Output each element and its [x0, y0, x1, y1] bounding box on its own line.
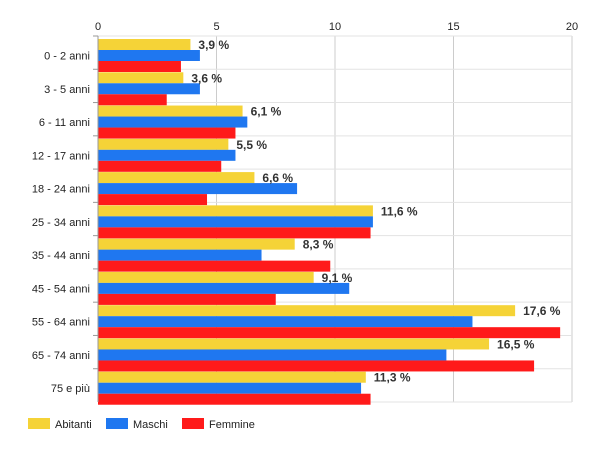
data-label: 11,3 % [374, 371, 411, 385]
data-label: 9,1 % [322, 271, 353, 285]
bar-femmine [98, 127, 236, 139]
data-label: 8,3 % [303, 238, 334, 252]
bar-femmine [98, 194, 208, 206]
y-category-label: 55 - 64 anni [32, 317, 90, 329]
bar-abitanti [98, 72, 184, 84]
y-category-label: 45 - 54 anni [32, 283, 90, 295]
data-label: 5,5 % [236, 138, 267, 152]
bar-abitanti [98, 39, 191, 50]
bar-maschi [98, 282, 350, 294]
data-label: 3,9 % [198, 38, 229, 52]
bar-abitanti [98, 338, 490, 350]
y-category-label: 12 - 17 anni [32, 150, 90, 162]
bar-maschi [98, 50, 200, 61]
bar-abitanti [98, 238, 295, 250]
bar-abitanti [98, 172, 255, 184]
bar-femmine [98, 160, 222, 172]
bar-abitanti [98, 105, 243, 117]
data-label: 17,6 % [523, 304, 561, 318]
bar-maschi [98, 149, 236, 161]
bar-femmine [98, 61, 181, 72]
y-category-label: 25 - 34 anni [32, 217, 90, 229]
bar-abitanti [98, 205, 373, 217]
bar-femmine [98, 360, 535, 372]
bar-abitanti [98, 371, 366, 383]
data-label: 3,6 % [191, 71, 222, 85]
y-category-label: 75 e più [51, 383, 90, 395]
legend-label-abitanti: Abitanti [55, 419, 92, 431]
x-tick-label: 5 [213, 21, 219, 33]
legend-swatch-femmine [182, 418, 204, 429]
bar-femmine [98, 293, 276, 305]
y-category-label: 18 - 24 anni [32, 184, 90, 196]
bar-maschi [98, 116, 248, 128]
y-category-label: 35 - 44 anni [32, 250, 90, 262]
bar-femmine [98, 260, 331, 272]
legend-label-femmine: Femmine [209, 419, 255, 431]
bar-femmine [98, 94, 167, 106]
bar-femmine [98, 393, 371, 405]
x-tick-label: 20 [566, 21, 578, 33]
bar-abitanti [98, 305, 516, 317]
y-category-label: 0 - 2 anni [44, 51, 90, 63]
bar-maschi [98, 183, 298, 195]
x-tick-label: 15 [447, 21, 459, 33]
legend-swatch-maschi [106, 418, 128, 429]
bar-femmine [98, 227, 371, 239]
bar-abitanti [98, 271, 314, 283]
y-category-label: 3 - 5 anni [44, 84, 90, 96]
bar-maschi [98, 349, 447, 361]
x-tick-label: 10 [329, 21, 341, 33]
bar-maschi [98, 316, 473, 328]
bar-abitanti [98, 138, 229, 150]
y-category-label: 65 - 74 anni [32, 350, 90, 362]
data-label: 6,1 % [251, 105, 282, 119]
y-category-label: 6 - 11 anni [39, 117, 90, 129]
bar-maschi [98, 249, 262, 261]
data-label: 16,5 % [497, 337, 535, 351]
data-label: 11,6 % [381, 204, 418, 218]
x-tick-label: 0 [95, 21, 101, 33]
bar-maschi [98, 382, 362, 394]
bar-maschi [98, 216, 373, 228]
bar-femmine [98, 327, 561, 339]
legend-label-maschi: Maschi [133, 419, 168, 431]
legend-swatch-abitanti [28, 418, 50, 429]
data-label: 6,6 % [262, 171, 293, 185]
bar-maschi [98, 83, 200, 95]
